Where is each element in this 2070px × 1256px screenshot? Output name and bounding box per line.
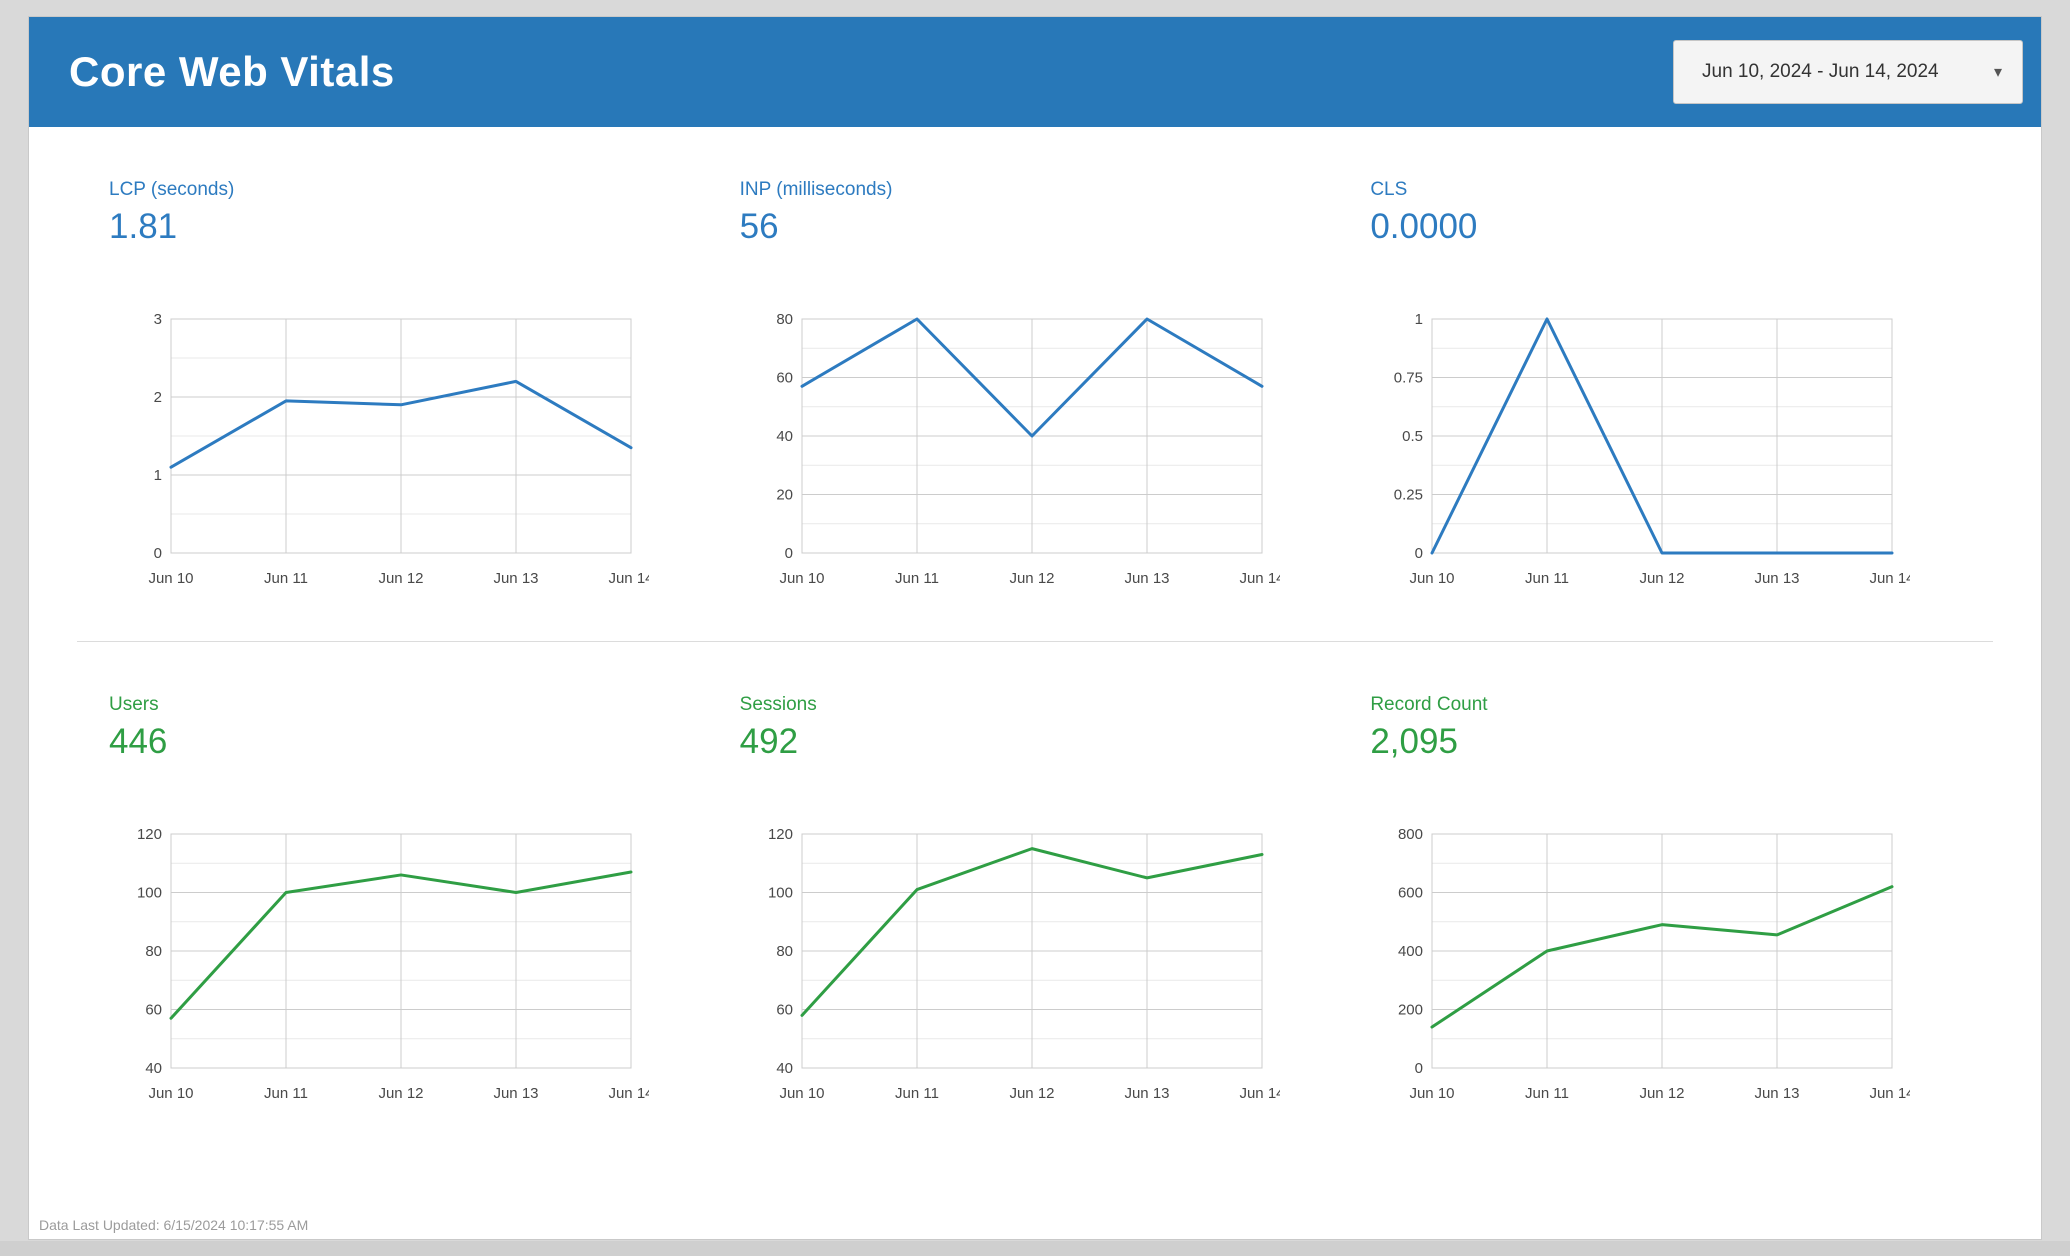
svg-text:Jun 12: Jun 12 (378, 1085, 423, 1102)
chart-card-users: Users 446 40 60 80 100 120 Jun 10 Jun 11 Jun 12… (109, 694, 669, 1110)
svg-text:Jun 13: Jun 13 (1755, 570, 1800, 587)
svg-text:Jun 14: Jun 14 (1239, 570, 1280, 587)
svg-text:Jun 10: Jun 10 (1410, 570, 1455, 587)
svg-text:Jun 11: Jun 11 (1525, 1085, 1569, 1102)
svg-text:0: 0 (1415, 1060, 1423, 1077)
metric-value: 492 (739, 722, 799, 761)
metric-label: CLS (1370, 179, 1408, 200)
page-title: Core Web Vitals (69, 48, 395, 95)
svg-text:60: 60 (145, 1002, 162, 1019)
svg-text:Jun 12: Jun 12 (1640, 570, 1685, 587)
svg-text:200: 200 (1398, 1002, 1423, 1019)
inp-line-chart: 0 20 40 60 80 Jun 10 Jun 11 Jun 12 Jun 13 Jun 14 (776, 311, 1280, 587)
svg-text:Jun 12: Jun 12 (1009, 570, 1054, 587)
svg-text:80: 80 (145, 943, 162, 960)
chart-card-cls: CLS 0.0000 0 0.25 0.5 0.75 1 Jun 10 Jun 11 Jun … (1370, 179, 1930, 595)
svg-text:100: 100 (768, 885, 793, 902)
header-bar: Core Web Vitals Jun 10, 2024 - Jun 14, 2… (29, 17, 2041, 127)
cls-line-chart: 0 0.25 0.5 0.75 1 Jun 10 Jun 11 Jun 12 Jun 13 Jun… (1394, 311, 1911, 587)
svg-text:Jun 13: Jun 13 (493, 1085, 538, 1102)
metric-label: Sessions (739, 694, 817, 715)
vitals-row: LCP (seconds) 1.81 0 1 2 3 Jun 10 Jun 11 Jun 1… (29, 127, 2041, 595)
metric-value: 0.0000 (1370, 207, 1478, 246)
chart-card-inp: INP (milliseconds) 56 0 20 40 60 80 Jun 10 Jun… (740, 179, 1300, 595)
svg-text:1: 1 (154, 467, 162, 484)
svg-text:Jun 12: Jun 12 (1009, 1085, 1054, 1102)
metric-value: 2,095 (1370, 722, 1458, 761)
svg-text:Jun 10: Jun 10 (148, 570, 193, 587)
svg-text:Jun 11: Jun 11 (895, 1085, 939, 1102)
metric-label: LCP (seconds) (109, 179, 235, 200)
users-line-chart: 40 60 80 100 120 Jun 10 Jun 11 Jun 12 Jun 13 Jun … (137, 826, 649, 1102)
svg-text:Jun 10: Jun 10 (148, 1085, 193, 1102)
svg-text:Jun 10: Jun 10 (1410, 1085, 1455, 1102)
dashboard-card: Core Web Vitals Jun 10, 2024 - Jun 14, 2… (28, 16, 2042, 1240)
svg-text:40: 40 (145, 1060, 162, 1077)
metric-value: 446 (109, 722, 168, 761)
svg-text:40: 40 (776, 428, 793, 445)
svg-text:Jun 14: Jun 14 (608, 1085, 649, 1102)
svg-text:Jun 13: Jun 13 (1755, 1085, 1800, 1102)
record-count-line-chart: 0 200 400 600 800 Jun 10 Jun 11 Jun 12 Jun 13 Jun… (1398, 826, 1911, 1102)
sessions-line-chart: 40 60 80 100 120 Jun 10 Jun 11 Jun 12 Jun 13 Jun … (768, 826, 1280, 1102)
metric-label: Record Count (1370, 694, 1488, 715)
footer: Data Last Updated: 6/15/2024 10:17:55 AM (29, 1213, 2041, 1239)
svg-text:0: 0 (784, 545, 792, 562)
svg-text:80: 80 (776, 943, 793, 960)
svg-text:20: 20 (776, 487, 793, 504)
svg-text:0: 0 (1415, 545, 1423, 562)
bottom-strip (0, 1241, 2070, 1256)
svg-text:Jun 14: Jun 14 (1870, 1085, 1911, 1102)
svg-text:120: 120 (137, 826, 162, 843)
metric-label: Users (109, 694, 159, 715)
svg-text:2: 2 (154, 389, 162, 406)
section-divider (77, 641, 1993, 642)
usage-row: Users 446 40 60 80 100 120 Jun 10 Jun 11 Jun 12… (29, 642, 2041, 1110)
date-range-value: Jun 10, 2024 - Jun 14, 2024 (1702, 61, 1939, 82)
chart-card-record-count: Record Count 2,095 0 200 400 600 800 Jun 10 Ju… (1370, 694, 1930, 1110)
svg-text:0.75: 0.75 (1394, 370, 1423, 387)
svg-text:3: 3 (154, 311, 162, 328)
metric-value: 56 (739, 207, 779, 246)
svg-text:0: 0 (154, 545, 162, 562)
last-updated-text: Data Last Updated: 6/15/2024 10:17:55 AM (39, 1217, 309, 1233)
svg-text:80: 80 (776, 311, 793, 328)
charts-area: LCP (seconds) 1.81 0 1 2 3 Jun 10 Jun 11 Jun 1… (29, 127, 2041, 1213)
metric-value: 1.81 (109, 207, 178, 246)
svg-text:800: 800 (1398, 826, 1423, 843)
svg-text:Jun 12: Jun 12 (378, 570, 423, 587)
svg-text:400: 400 (1398, 943, 1423, 960)
svg-text:Jun 14: Jun 14 (608, 570, 649, 587)
svg-text:Jun 13: Jun 13 (493, 570, 538, 587)
svg-text:Jun 14: Jun 14 (1870, 570, 1911, 587)
svg-text:120: 120 (768, 826, 793, 843)
chart-card-sessions: Sessions 492 40 60 80 100 120 Jun 10 Jun 11 Jun… (740, 694, 1300, 1110)
chevron-down-icon: ▾ (1993, 64, 2002, 81)
lcp-line-chart: 0 1 2 3 Jun 10 Jun 11 Jun 12 Jun 13 Jun 14 (148, 311, 649, 587)
svg-text:Jun 11: Jun 11 (895, 570, 939, 587)
svg-text:Jun 12: Jun 12 (1640, 1085, 1685, 1102)
svg-text:Jun 11: Jun 11 (1525, 570, 1569, 587)
svg-text:60: 60 (776, 1002, 793, 1019)
svg-text:Jun 10: Jun 10 (779, 570, 824, 587)
svg-text:600: 600 (1398, 885, 1423, 902)
svg-text:0.25: 0.25 (1394, 487, 1423, 504)
svg-text:Jun 13: Jun 13 (1124, 570, 1169, 587)
metric-label: INP (milliseconds) (739, 179, 893, 200)
svg-text:0.5: 0.5 (1402, 428, 1423, 445)
svg-text:100: 100 (137, 885, 162, 902)
date-range-selector[interactable]: Jun 10, 2024 - Jun 14, 2024 ▾ (1673, 40, 2023, 104)
svg-text:Jun 11: Jun 11 (264, 570, 308, 587)
svg-text:Jun 10: Jun 10 (779, 1085, 824, 1102)
chart-card-lcp: LCP (seconds) 1.81 0 1 2 3 Jun 10 Jun 11 Jun 1… (109, 179, 669, 595)
svg-text:60: 60 (776, 370, 793, 387)
svg-text:Jun 14: Jun 14 (1239, 1085, 1280, 1102)
svg-text:Jun 13: Jun 13 (1124, 1085, 1169, 1102)
svg-text:Jun 11: Jun 11 (264, 1085, 308, 1102)
svg-text:40: 40 (776, 1060, 793, 1077)
svg-text:1: 1 (1415, 311, 1423, 328)
